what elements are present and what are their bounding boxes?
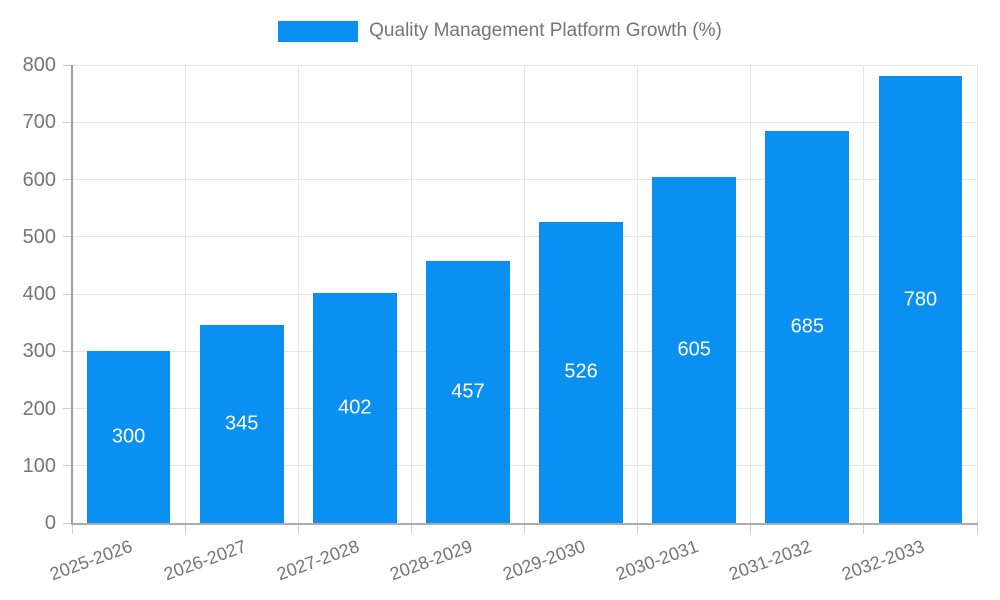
- bar-value-label: 345: [224, 412, 259, 435]
- x-axis-tick: [524, 525, 525, 534]
- gridline-vertical: [637, 65, 639, 523]
- x-axis-label: 2028-2029: [387, 536, 475, 585]
- gridline-vertical: [524, 65, 525, 523]
- gridline-vertical: [863, 65, 865, 523]
- x-axis-label: 2032-2033: [839, 536, 928, 585]
- x-axis-label: 2030-2031: [613, 536, 702, 585]
- bar: 526: [539, 221, 623, 523]
- y-axis-line: [71, 65, 73, 523]
- bar: 780: [878, 76, 963, 523]
- y-axis-tick-label: 200: [22, 397, 56, 420]
- x-axis-tick: [410, 525, 412, 534]
- y-axis-tick-label: 700: [22, 111, 56, 134]
- y-axis-tick: [63, 408, 72, 409]
- y-axis-tick: [63, 236, 72, 238]
- y-axis-tick: [63, 465, 72, 467]
- y-axis-tick-label: 400: [22, 283, 56, 305]
- y-axis-tick-label: 500: [22, 225, 56, 248]
- legend-label: Quality Management Platform Growth (%): [369, 20, 722, 41]
- y-axis-tick-label: 800: [22, 54, 56, 76]
- gridline-vertical: [410, 65, 412, 523]
- bar: 605: [652, 176, 737, 523]
- x-axis-label: 2026-2027: [160, 536, 249, 585]
- x-axis-tick: [863, 525, 865, 534]
- bar: 685: [765, 130, 850, 523]
- x-axis-label: 2025-2026: [47, 536, 136, 585]
- x-axis-line: [71, 523, 978, 525]
- y-axis-tick: [63, 293, 72, 295]
- bar-value-label: 605: [677, 338, 711, 361]
- x-axis-tick: [976, 525, 978, 534]
- x-axis-label: 2029-2030: [500, 536, 588, 585]
- y-axis-tick: [63, 64, 72, 66]
- bar-value-label: 457: [451, 380, 485, 403]
- y-axis-tick: [63, 121, 72, 123]
- bar-value-label: 685: [790, 315, 824, 338]
- gridline-vertical: [184, 65, 186, 523]
- bar-value-label: 780: [903, 288, 938, 311]
- y-axis-tick-label: 100: [22, 454, 56, 477]
- legend-swatch: [278, 20, 359, 42]
- y-axis-tick-label: 0: [44, 512, 56, 534]
- y-axis-tick: [63, 350, 72, 352]
- bar-value-label: 402: [338, 396, 372, 419]
- y-axis-tick: [63, 179, 72, 180]
- x-axis-tick: [750, 525, 752, 534]
- bar: 457: [426, 261, 510, 523]
- gridline-vertical: [976, 65, 978, 523]
- bar-value-label: 526: [564, 360, 598, 383]
- y-axis-tick-label: 600: [22, 168, 56, 191]
- y-axis-tick: [63, 522, 72, 524]
- x-axis-tick: [297, 525, 299, 534]
- x-axis-tick: [71, 525, 73, 534]
- plot-area: 0 100 200 300 400 500 600 700 800 300 345 402 457 526…: [23, 54, 978, 584]
- x-axis-label: 2027-2028: [273, 536, 362, 585]
- x-axis-tick: [184, 525, 186, 534]
- x-axis-label: 2031-2032: [726, 536, 815, 585]
- bar-value-label: 300: [111, 425, 146, 448]
- bar: 345: [199, 325, 284, 523]
- gridline-vertical: [750, 65, 752, 523]
- gridline-vertical: [297, 65, 299, 523]
- bar: 402: [312, 292, 397, 523]
- x-axis-tick: [637, 525, 639, 534]
- y-axis-tick-label: 300: [22, 340, 56, 363]
- legend: Quality Management Platform Growth (%): [0, 20, 1000, 42]
- bar: 300: [86, 351, 171, 523]
